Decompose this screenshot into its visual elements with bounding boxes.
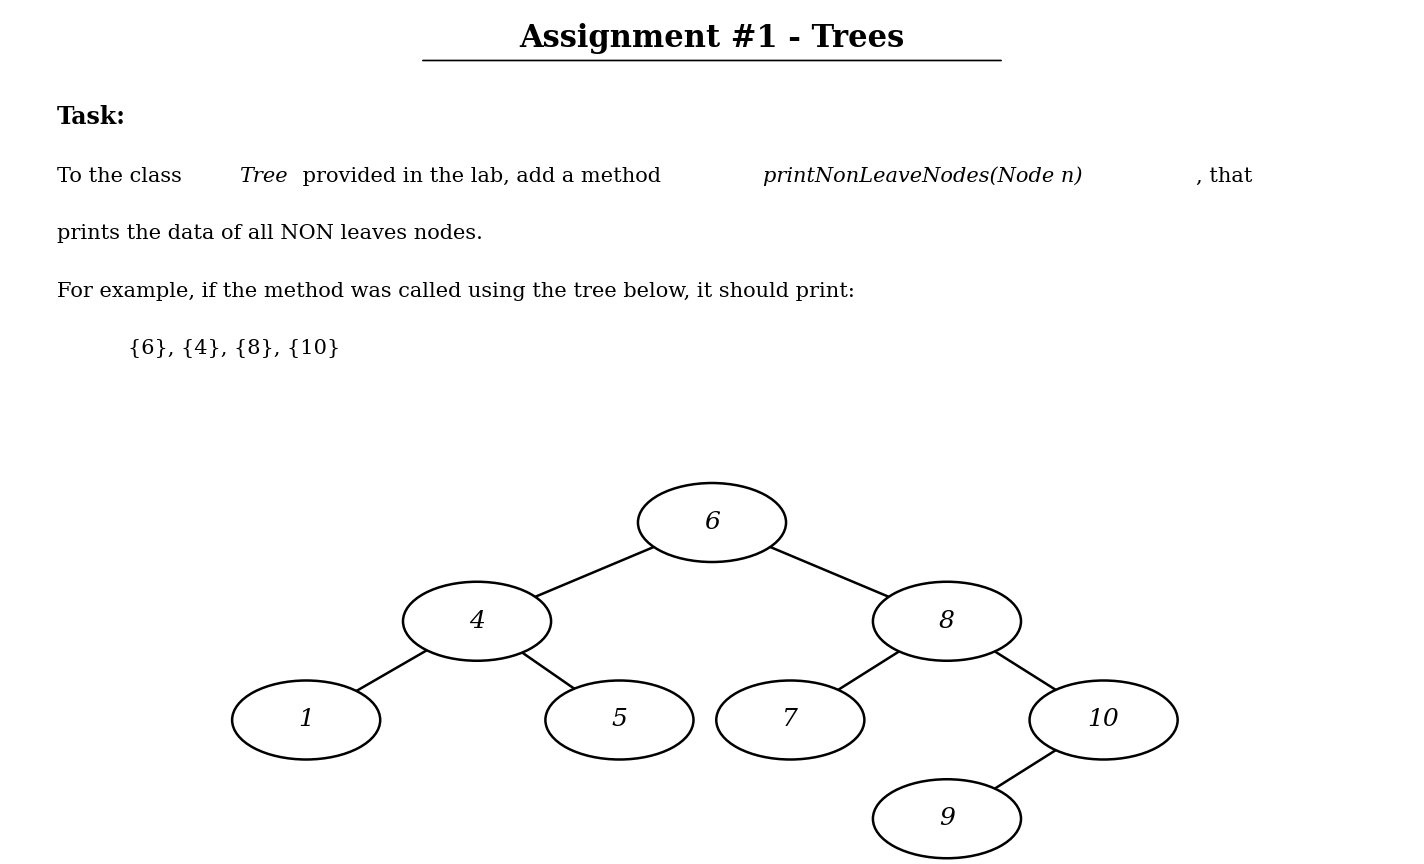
Ellipse shape [873, 779, 1021, 858]
Text: Tree: Tree [239, 167, 288, 186]
Text: 10: 10 [1088, 708, 1119, 732]
Ellipse shape [638, 483, 786, 562]
Text: For example, if the method was called using the tree below, it should print:: For example, if the method was called us… [57, 282, 854, 301]
Ellipse shape [545, 681, 693, 759]
Text: Task:: Task: [57, 105, 125, 129]
Ellipse shape [403, 581, 551, 661]
Text: {6}, {4}, {8}, {10}: {6}, {4}, {8}, {10} [128, 339, 340, 358]
Ellipse shape [873, 581, 1021, 661]
Text: provided in the lab, add a method: provided in the lab, add a method [296, 167, 668, 186]
Text: 6: 6 [703, 511, 721, 534]
Text: 7: 7 [782, 708, 799, 732]
Text: 1: 1 [298, 708, 315, 732]
Text: To the class: To the class [57, 167, 188, 186]
Text: , that: , that [1196, 167, 1253, 186]
Text: 9: 9 [938, 807, 956, 830]
Ellipse shape [232, 681, 380, 759]
Ellipse shape [716, 681, 864, 759]
Text: printNonLeaveNodes(Node n): printNonLeaveNodes(Node n) [763, 167, 1082, 186]
Text: prints the data of all NON leaves nodes.: prints the data of all NON leaves nodes. [57, 224, 483, 243]
Text: 5: 5 [611, 708, 628, 732]
Text: 8: 8 [938, 610, 956, 632]
Text: Assignment #1 - Trees: Assignment #1 - Trees [520, 23, 904, 54]
Text: 4: 4 [468, 610, 486, 632]
Ellipse shape [1030, 681, 1178, 759]
